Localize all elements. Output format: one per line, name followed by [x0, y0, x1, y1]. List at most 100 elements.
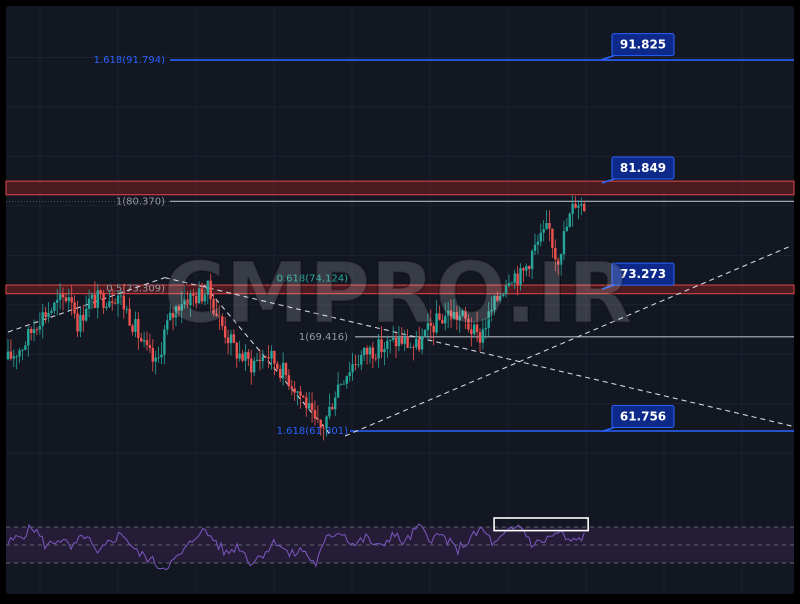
candle-body [461, 310, 464, 316]
candle-body [539, 232, 543, 242]
candle-body [116, 295, 120, 304]
candle-body [360, 355, 363, 365]
candle-body [351, 364, 354, 373]
candle-body [41, 312, 44, 326]
candle-body [174, 306, 178, 318]
candle-body [504, 285, 508, 294]
candle-body [423, 329, 427, 337]
fib-level-label: 1.618(61.801) [277, 426, 349, 437]
candle-body [235, 342, 238, 359]
price-tag-label: 73.273 [620, 267, 666, 281]
candle-body [536, 241, 540, 245]
candle-body [160, 354, 163, 358]
candle-body [12, 356, 15, 359]
candle-body [522, 268, 525, 271]
candle-body [87, 298, 91, 309]
candle-body [313, 410, 317, 419]
candle-body [389, 339, 392, 341]
candle-body [377, 339, 380, 359]
candle-body [203, 294, 207, 302]
candle-body [391, 337, 395, 340]
candle-body [79, 314, 82, 332]
candle-body [293, 388, 296, 393]
candle-body [24, 345, 27, 350]
candle-body [287, 375, 291, 387]
candle-body [21, 349, 24, 351]
candle-body [501, 293, 505, 297]
candle-body [244, 352, 247, 361]
price-tag-label: 81.849 [620, 161, 666, 175]
candle-body [102, 293, 105, 309]
candle-body [577, 205, 580, 208]
candle-body [261, 356, 265, 362]
candle-body [420, 336, 424, 350]
candle-body [61, 294, 65, 298]
candle-body [307, 403, 311, 409]
candle-body [565, 226, 569, 232]
candle-body [140, 338, 143, 342]
candle-body [516, 273, 519, 285]
candle-body [449, 310, 453, 320]
candle-body [27, 329, 30, 346]
candles [6, 195, 586, 441]
fib-levels: 1.618(91.794) 1(80.370) 0.618(74.124) 0.5(7… [6, 55, 794, 437]
candle-body [464, 310, 467, 319]
candle-body [484, 328, 487, 330]
candle-body [186, 299, 189, 306]
candle-body [44, 312, 47, 318]
candle-body [441, 319, 444, 324]
candle-body [154, 357, 157, 362]
candle-body [542, 229, 545, 233]
grid-lines [6, 8, 794, 592]
candle-body [96, 290, 99, 308]
candle-body [383, 348, 386, 353]
candle-body [238, 353, 241, 359]
fib-level-label: 1.618(91.794) [94, 55, 166, 66]
candle-body [278, 368, 282, 378]
candle-body [258, 359, 262, 362]
candle-body [412, 347, 415, 349]
price-tag-pointer [601, 426, 615, 433]
candle-body [507, 283, 511, 286]
candle-body [305, 397, 308, 409]
candle-body [250, 358, 253, 373]
candle-body [348, 372, 351, 377]
candle-body [218, 315, 221, 317]
candle-body [90, 294, 94, 299]
candle-body [171, 312, 175, 318]
candle-body [435, 313, 438, 333]
candle-body [336, 384, 340, 398]
candle-body [400, 337, 404, 344]
candle-body [299, 391, 302, 396]
price-tag-box [611, 262, 675, 286]
candle-body [226, 337, 230, 344]
resistance-zone [5, 180, 795, 196]
candle-body [478, 332, 482, 343]
candle-body [189, 293, 192, 306]
candle-body [513, 273, 516, 283]
candle-body [192, 293, 195, 296]
candle-body [316, 418, 320, 420]
candle-body [134, 319, 137, 332]
fib-level-label: 0.5(73.309) [106, 284, 165, 295]
candle-body [319, 419, 322, 428]
candle-body [38, 325, 42, 330]
candle-body [556, 259, 560, 265]
price-tag-pointer [601, 54, 615, 61]
candle-body [200, 288, 204, 302]
candle-body [50, 310, 53, 313]
candle-body [137, 319, 140, 339]
candle-body [530, 250, 534, 269]
candle-body [525, 266, 528, 271]
candle-body [166, 320, 169, 330]
candle-body [142, 340, 146, 342]
candle-body [562, 231, 566, 255]
candle-body [386, 340, 389, 349]
chart-background [6, 6, 794, 594]
resistance-zone [5, 284, 795, 295]
candle-body [255, 359, 259, 361]
candle-body [125, 308, 128, 310]
candle-body [345, 376, 348, 384]
